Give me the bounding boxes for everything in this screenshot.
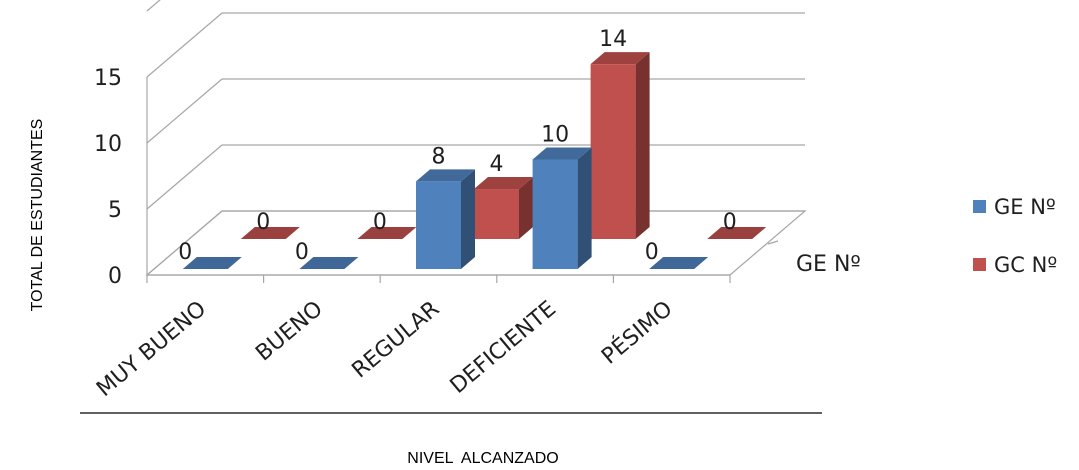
gridline-side — [146, 210, 223, 276]
category-label: REGULAR — [348, 296, 445, 383]
gridline-side — [146, 12, 223, 78]
bar-gc — [474, 177, 533, 239]
legend: GE Nº GC Nº — [973, 195, 1057, 277]
legend-swatch-ge — [973, 200, 986, 213]
x-axis — [146, 274, 731, 283]
depth-axis-tick — [767, 240, 779, 245]
value-label-ge: 0 — [178, 240, 192, 265]
gridline-side — [146, 78, 223, 144]
category-label: MUY BUENO — [92, 296, 211, 402]
value-label-ge: 0 — [645, 240, 659, 265]
category-label: PÉSIMO — [597, 296, 678, 370]
bar-gc — [707, 227, 767, 239]
category-label: BUENO — [251, 296, 327, 366]
value-label-gc: 14 — [599, 27, 627, 52]
y-tick-label: 10 — [94, 132, 122, 157]
value-label-ge: 0 — [295, 240, 309, 265]
value-label-gc: 0 — [723, 210, 737, 235]
depth-axis-label: GE Nº — [796, 252, 861, 277]
value-label-ge: 10 — [541, 122, 569, 147]
bar-ge — [182, 257, 242, 269]
y-axis-title: TOTAL DE ESTUDIANTES — [29, 119, 46, 312]
gridline-side — [146, 144, 223, 210]
bar-gc — [240, 227, 300, 239]
bars — [182, 52, 767, 269]
bar-gc — [590, 52, 650, 239]
value-label-ge: 8 — [432, 144, 446, 169]
y-tick-labels: 0 5 10 15 — [94, 66, 122, 289]
value-label-gc: 0 — [256, 210, 270, 235]
bar-ge — [416, 169, 475, 269]
gridlines — [146, 0, 805, 276]
value-label-gc: 0 — [373, 210, 387, 235]
bar-gc — [357, 227, 417, 239]
bar-ge — [649, 257, 709, 269]
y-tick-label: 0 — [108, 264, 122, 289]
category-label: DEFICIENTE — [446, 296, 561, 398]
x-axis-title: NIVEL ALCANZADO — [407, 450, 558, 467]
value-label-gc: 4 — [490, 152, 504, 177]
legend-label-gc: GC Nº — [994, 253, 1057, 277]
gridline-side — [146, 0, 161, 12]
legend-swatch-gc — [973, 258, 986, 271]
bar-ge — [532, 147, 592, 269]
category-labels: MUY BUENO BUENO REGULAR DEFICIENTE PÉSIMO — [92, 296, 677, 402]
bar-ge — [299, 257, 359, 269]
y-tick-label: 5 — [108, 198, 122, 223]
legend-label-ge: GE Nº — [994, 195, 1056, 219]
y-tick-label: 15 — [94, 66, 122, 91]
